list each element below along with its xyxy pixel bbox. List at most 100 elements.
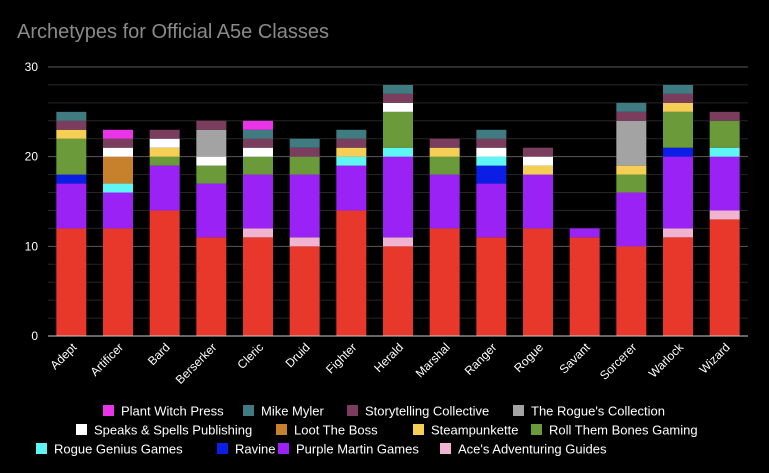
bar-roll-them-bones-gaming-cleric	[243, 156, 273, 175]
bar-purple-martin-games-sorcerer	[616, 192, 647, 247]
bar-plant-witch-press-artificer	[103, 129, 133, 139]
bar-mike-myler-cleric	[243, 129, 273, 139]
y-tick-label: 20	[25, 150, 39, 164]
bar-mike-myler-ranger	[476, 129, 507, 139]
bar-storytelling-collective-druid	[289, 147, 320, 157]
bar-storytelling-collective-bard	[149, 129, 180, 139]
bar-stack-herald	[383, 84, 413, 336]
bar-storytelling-collective-adept	[56, 120, 87, 130]
bar-mike-myler-sorcerer	[616, 102, 647, 112]
bar-stack-ranger	[476, 129, 507, 336]
bar-en-publishing-adept	[56, 228, 87, 336]
bar-loot-the-boss-artificer	[103, 156, 133, 184]
bar-purple-martin-games-herald	[383, 156, 413, 238]
bar-stack-marshal	[429, 138, 460, 336]
bar-stack-savant	[569, 228, 600, 336]
bar-stack-sorcerer	[616, 102, 647, 336]
legend-item-speaks-spells-publishing: Speaks & Spells Publishing	[76, 423, 252, 438]
bar-ace-s-adventuring-guides-warlock	[663, 228, 693, 238]
bar-speaks-spells-publishing-artificer	[103, 147, 133, 157]
bar-en-publishing-warlock	[663, 237, 693, 336]
bar-ace-s-adventuring-guides-wizard	[709, 210, 740, 220]
legend-item-steampunkette: Steampunkette	[413, 423, 518, 438]
bar-mike-myler-herald	[383, 84, 413, 94]
bar-speaks-spells-publishing-herald	[383, 102, 413, 112]
bar-storytelling-collective-ranger	[476, 138, 507, 148]
bar-storytelling-collective-rogue	[523, 147, 553, 157]
y-tick-label: 0	[31, 329, 38, 343]
bar-purple-martin-games-berserker	[196, 183, 227, 238]
bar-roll-them-bones-gaming-warlock	[663, 111, 693, 148]
legend-item-mike-myler: Mike Myler	[243, 404, 325, 419]
legend-label: The Rogue's Collection	[531, 404, 665, 419]
bar-purple-martin-games-cleric	[243, 174, 273, 229]
bar-en-publishing-berserker	[196, 237, 227, 336]
bar-stack-cleric	[243, 120, 273, 336]
legend-swatch	[36, 443, 47, 454]
bar-steampunkette-marshal	[429, 147, 460, 157]
legend-label: Ace's Adventuring Guides	[458, 442, 607, 457]
legend-item-storytelling-collective: Storytelling Collective	[347, 404, 489, 419]
bar-roll-them-bones-gaming-sorcerer	[616, 174, 647, 193]
bar-purple-martin-games-warlock	[663, 156, 693, 229]
y-tick-label: 30	[25, 60, 39, 74]
bar-storytelling-collective-artificer	[103, 138, 133, 148]
legend: Plant Witch Press Mike Myler Storytelling …	[36, 404, 698, 457]
legend-label: Speaks & Spells Publishing	[94, 423, 252, 438]
bar-rogue-genius-games-artificer	[103, 183, 133, 193]
bar-purple-martin-games-marshal	[429, 174, 460, 229]
legend-label: Rogue Genius Games	[54, 442, 183, 457]
legend-label: Storytelling Collective	[365, 404, 489, 419]
bar-plant-witch-press-cleric	[243, 120, 273, 130]
bar-steampunkette-fighter	[336, 147, 367, 157]
bar-en-publishing-ranger	[476, 237, 507, 336]
legend-swatch	[440, 443, 451, 454]
bar-en-publishing-cleric	[243, 237, 273, 336]
bar-purple-martin-games-bard	[149, 165, 180, 211]
bar-speaks-spells-publishing-bard	[149, 138, 180, 148]
bar-en-publishing-bard	[149, 210, 180, 336]
legend-label: Ravine	[235, 442, 275, 457]
legend-swatch	[513, 405, 524, 416]
bar-rogue-genius-games-fighter	[336, 156, 367, 166]
legend-item-plant-witch-press: Plant Witch Press	[103, 404, 224, 419]
bar-stacks	[56, 84, 740, 336]
bar-purple-martin-games-fighter	[336, 165, 367, 211]
bar-roll-them-bones-gaming-adept	[56, 138, 87, 175]
bar-en-publishing-artificer	[103, 228, 133, 336]
bar-steampunkette-bard	[149, 147, 180, 157]
bar-ace-s-adventuring-guides-druid	[289, 237, 320, 247]
bar-steampunkette-rogue	[523, 165, 553, 175]
legend-label: Purple Martin Games	[296, 442, 419, 457]
bar-roll-them-bones-gaming-herald	[383, 111, 413, 148]
legend-swatch	[278, 443, 289, 454]
bar-mike-myler-adept	[56, 111, 87, 121]
bar-purple-martin-games-druid	[289, 174, 320, 238]
bar-roll-them-bones-gaming-marshal	[429, 156, 460, 175]
bar-roll-them-bones-gaming-bard	[149, 156, 180, 166]
bar-roll-them-bones-gaming-berserker	[196, 165, 227, 184]
bar-en-publishing-marshal	[429, 228, 460, 336]
legend-item-rogue-genius-games: Rogue Genius Games	[36, 442, 183, 457]
legend-item-the-rogue-s-collection: The Rogue's Collection	[513, 404, 665, 419]
bar-stack-berserker	[196, 120, 227, 336]
bar-ace-s-adventuring-guides-cleric	[243, 228, 273, 238]
legend-swatch	[531, 424, 542, 435]
legend-swatch	[103, 405, 114, 416]
bar-stack-fighter	[336, 129, 367, 336]
bar-purple-martin-games-savant	[569, 228, 600, 238]
bar-rogue-genius-games-ranger	[476, 156, 507, 166]
legend-label: Mike Myler	[261, 404, 325, 419]
y-tick-label: 10	[25, 239, 39, 253]
chart-title: Archetypes for Official A5e Classes	[17, 21, 329, 43]
bar-storytelling-collective-herald	[383, 93, 413, 103]
bar-storytelling-collective-marshal	[429, 138, 460, 148]
bar-stack-adept	[56, 111, 87, 336]
legend-swatch	[413, 424, 424, 435]
bar-rogue-genius-games-wizard	[709, 147, 740, 157]
bar-en-publishing-wizard	[709, 219, 740, 336]
bar-storytelling-collective-berserker	[196, 120, 227, 130]
bar-purple-martin-games-wizard	[709, 156, 740, 211]
legend-swatch	[217, 443, 228, 454]
